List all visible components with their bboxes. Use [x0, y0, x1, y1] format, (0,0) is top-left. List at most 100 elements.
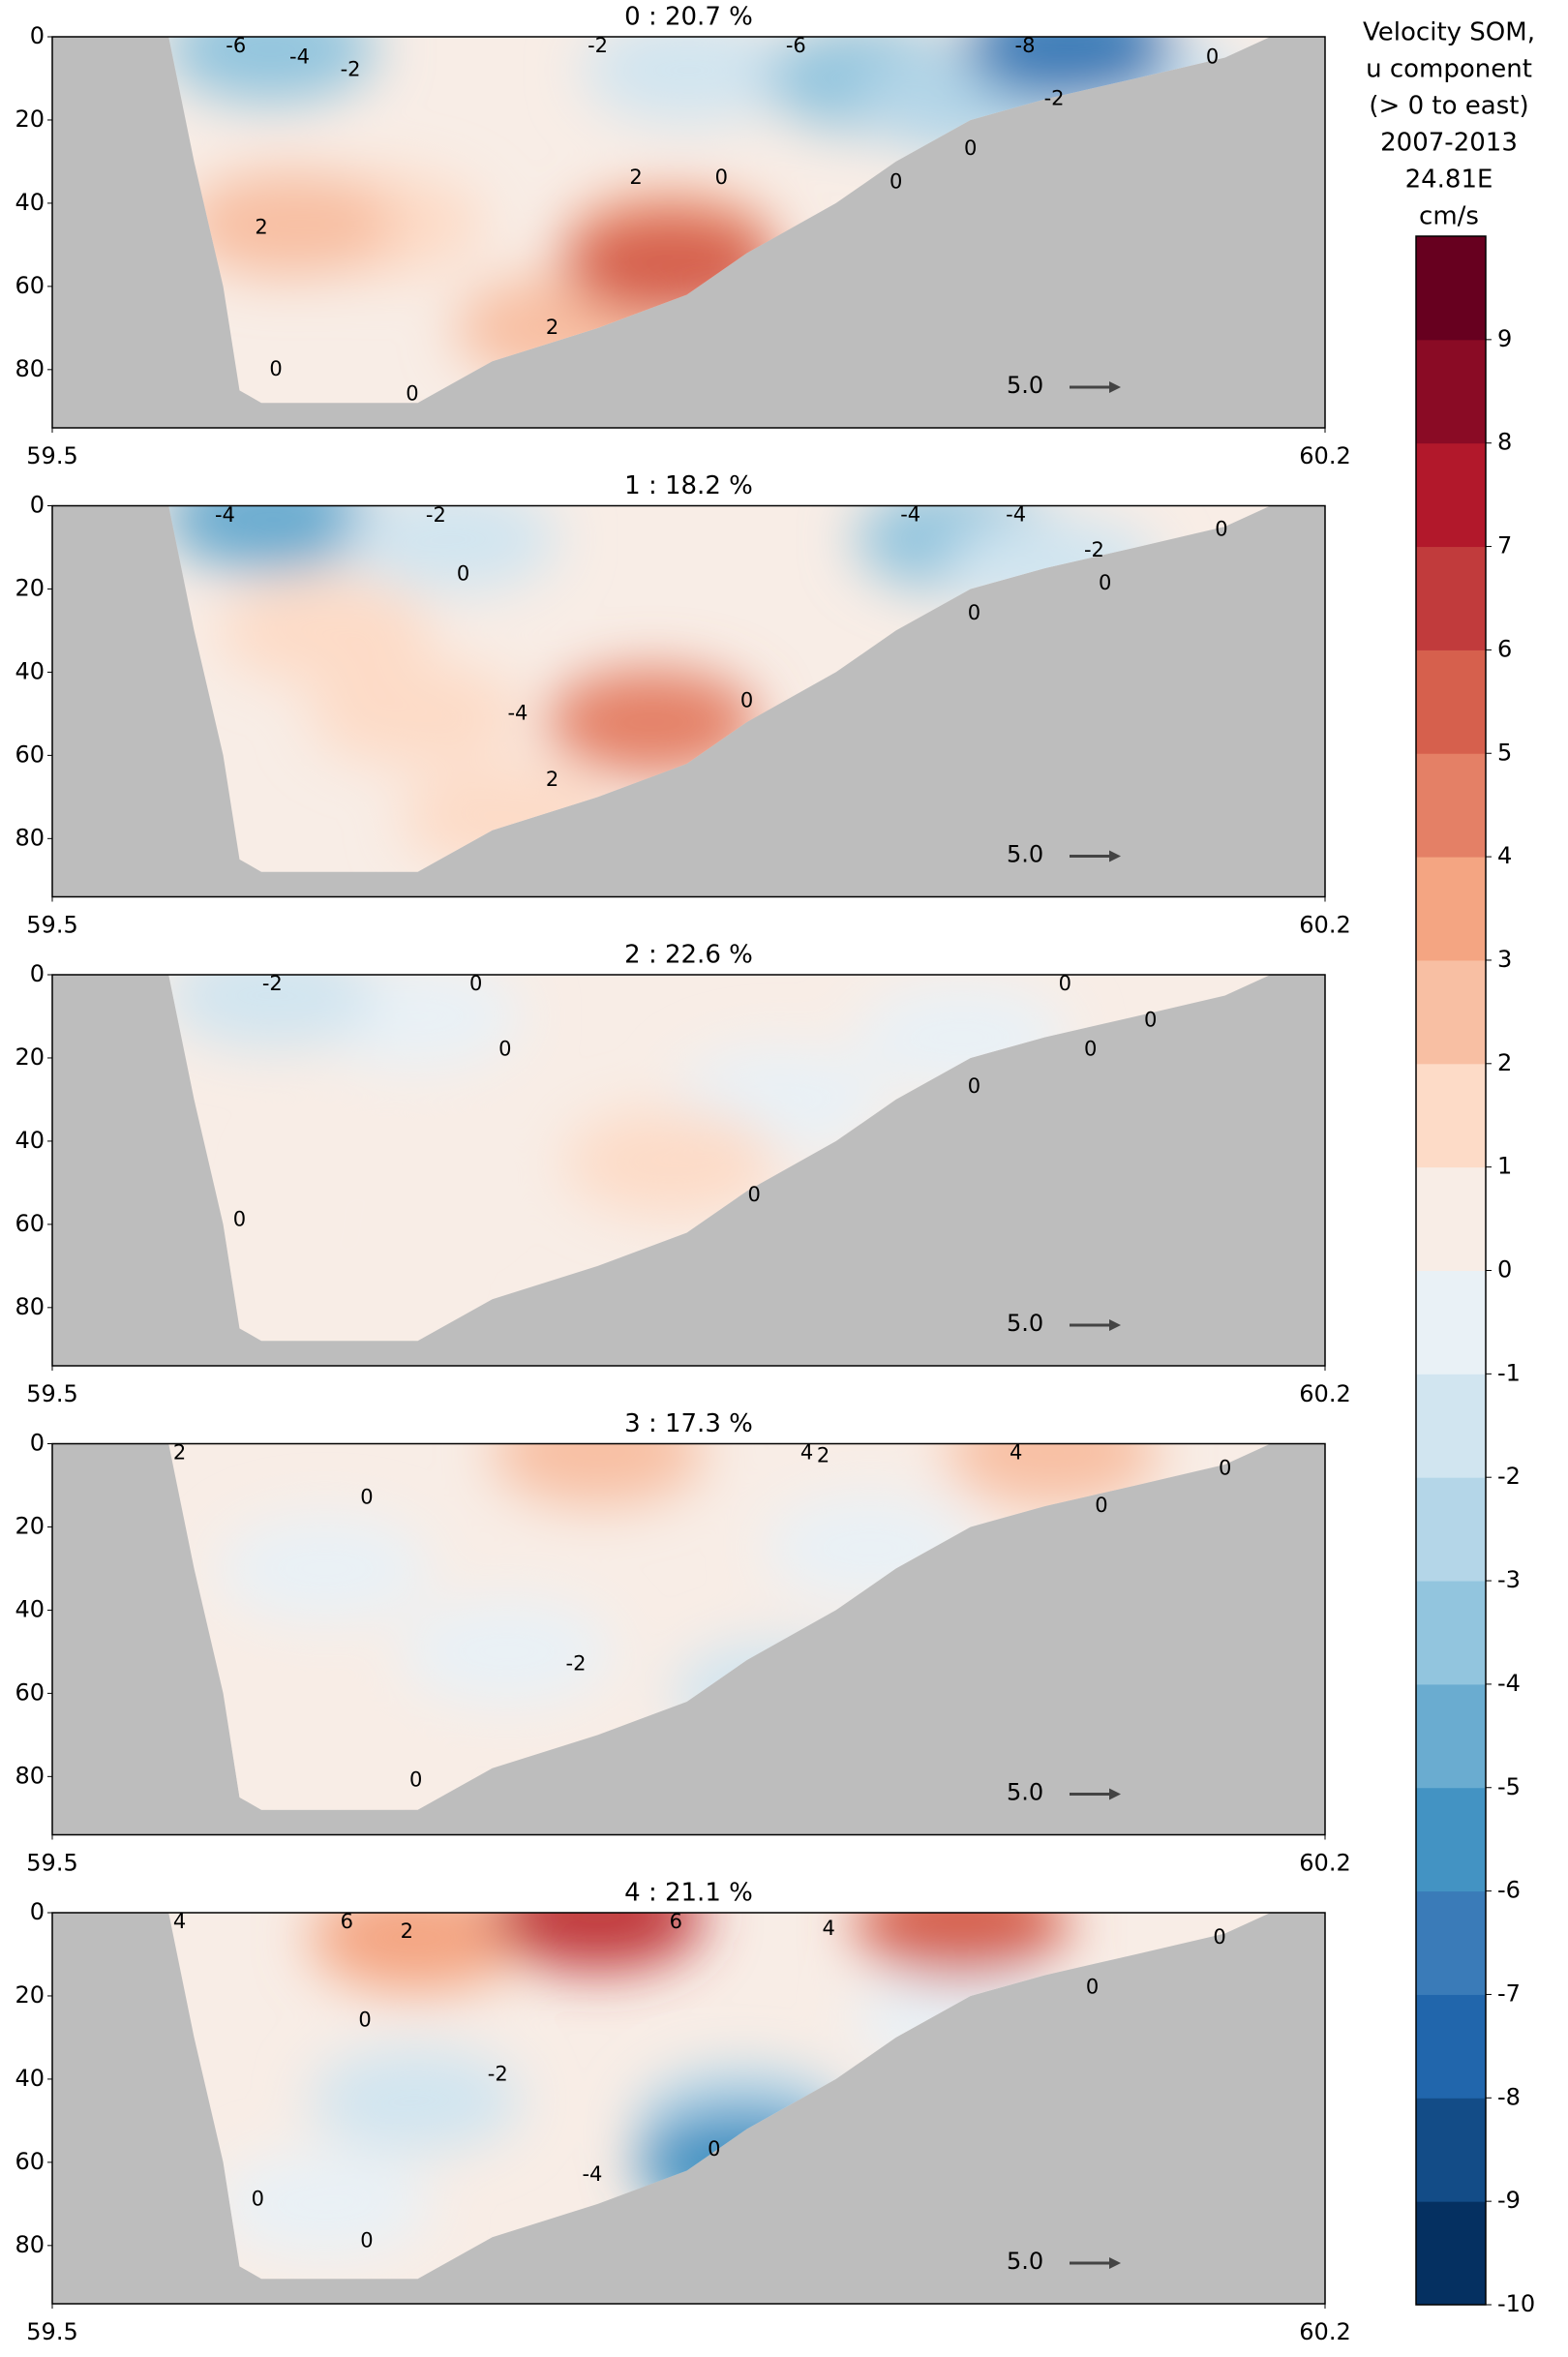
colorbar-tick-label: -8 — [1497, 2083, 1521, 2110]
field-blur — [168, 975, 1069, 1319]
contour-label: 6 — [341, 1910, 353, 1933]
x-tick-label: 60.2 — [1299, 1850, 1350, 1877]
y-tick-label: 0 — [30, 1430, 45, 1457]
contour-label: 0 — [1144, 1008, 1157, 1031]
contour-label: -2 — [1084, 538, 1104, 561]
contour-label: 0 — [890, 169, 902, 193]
contour-label: 0 — [252, 2188, 264, 2211]
contour-label: 0 — [747, 1183, 760, 1206]
x-tick-label: 59.5 — [26, 2318, 77, 2345]
velocity-patch — [168, 975, 377, 1049]
contour-label: 0 — [1213, 1925, 1225, 1949]
contour-label: -4 — [507, 701, 528, 724]
arrow-key-label: 5.0 — [1007, 372, 1043, 399]
contour-label: 0 — [457, 561, 469, 585]
arrow-key-label: 5.0 — [1007, 841, 1043, 868]
colorbar-bin — [1416, 236, 1486, 341]
velocity-patch — [273, 1129, 487, 1236]
colorbar-bin — [1416, 857, 1486, 961]
colorbar-tick-label: 8 — [1497, 429, 1512, 456]
velocity-patch — [309, 1913, 523, 1991]
y-tick-label: 0 — [30, 22, 45, 49]
contour-label: 0 — [469, 972, 482, 995]
colorbar-bin — [1416, 2201, 1486, 2306]
contour-label: 0 — [498, 1037, 511, 1060]
y-tick-label: 20 — [15, 1981, 45, 2009]
contour-label: 0 — [1084, 1037, 1097, 1060]
colorbar-bin — [1416, 1270, 1486, 1375]
contour-label: 0 — [968, 601, 980, 624]
velocity-patch — [346, 505, 559, 592]
arrow-head — [1109, 1788, 1121, 1800]
panel-title: 4 : 21.1 % — [624, 1879, 753, 1908]
colorbar-tick-label: -5 — [1497, 1773, 1521, 1800]
contour-label: 0 — [1095, 1494, 1107, 1517]
y-tick-label: 20 — [15, 1043, 45, 1071]
velocity-patch — [182, 170, 396, 278]
contour-label: -2 — [426, 503, 446, 527]
colorbar-tick-label: -7 — [1497, 1979, 1521, 2007]
contour-label: -4 — [289, 45, 310, 68]
panel-title: 0 : 20.7 % — [624, 3, 753, 32]
panel: -2 0 0 0 0 0 0 0 0 0 20 40 60 80 59.5 60.2 2 : 22.6 % 5.0 — [15, 941, 1350, 1408]
contour-label: -4 — [1006, 503, 1026, 527]
contour-label: 0 — [1219, 1456, 1231, 1479]
colorbar-tick-label: 4 — [1497, 842, 1512, 869]
contour-label: 0 — [269, 357, 282, 380]
contour-label: 0 — [360, 2229, 373, 2252]
contour-label: -2 — [588, 34, 608, 57]
colorbar-title-line: (> 0 to east) — [1369, 92, 1528, 121]
field — [168, 975, 1069, 1319]
colorbar-tick-label: -3 — [1497, 1566, 1521, 1593]
y-tick-label: 0 — [30, 1898, 45, 1925]
contour-label: 2 — [817, 1443, 829, 1466]
contour-label: 0 — [406, 382, 418, 406]
contour-label: 0 — [1206, 45, 1219, 68]
colorbar-bin — [1416, 1166, 1486, 1271]
velocity-patch — [309, 660, 523, 768]
frame — [51, 1912, 1326, 2305]
contour-label: 4 — [173, 1910, 186, 1933]
y-tick-label: 60 — [15, 2148, 45, 2175]
velocity-patch — [563, 1108, 777, 1216]
contour-label: 0 — [708, 2137, 720, 2161]
x-tick-label: 60.2 — [1299, 912, 1350, 939]
contour-label: 0 — [968, 1074, 980, 1098]
y-tick-label: 80 — [15, 1762, 45, 1789]
contour-label: 2 — [629, 166, 642, 189]
contour-label: 2 — [546, 768, 558, 791]
colorbar-tick-label: 5 — [1497, 739, 1512, 766]
contour-label: 6 — [670, 1910, 682, 1933]
colorbar-bin — [1416, 2098, 1486, 2202]
y-tick-label: 80 — [15, 2231, 45, 2258]
colorbar-bin — [1416, 546, 1486, 650]
colorbar-tick-label: -4 — [1497, 1670, 1521, 1697]
arrow-head — [1109, 1319, 1121, 1331]
x-tick-label: 59.5 — [26, 1380, 77, 1407]
colorbar-bin — [1416, 442, 1486, 548]
contour-label: 2 — [173, 1441, 186, 1465]
velocity-patch — [582, 37, 796, 124]
arrow-key-label: 5.0 — [1007, 1779, 1043, 1806]
y-tick-label: 40 — [15, 657, 45, 684]
y-tick-label: 40 — [15, 189, 45, 216]
y-tick-label: 20 — [15, 1512, 45, 1539]
colorbar-bin — [1416, 1374, 1486, 1478]
colorbar-bin — [1416, 1994, 1486, 2099]
panel-title: 2 : 22.6 % — [624, 941, 753, 970]
colorbar-bin — [1416, 1477, 1486, 1582]
colorbar-tick-label: 2 — [1497, 1049, 1512, 1076]
y-tick-label: 0 — [30, 492, 45, 519]
velocity-patch — [200, 1723, 413, 1810]
velocity-patch — [168, 37, 377, 103]
colorbar-tick-label: 0 — [1497, 1256, 1512, 1284]
contour-label: 0 — [358, 2009, 371, 2032]
colorbar-title-line: cm/s — [1419, 202, 1479, 231]
velocity-patch — [545, 668, 759, 775]
colorbar-title-line: 24.81E — [1405, 166, 1493, 195]
contour-label: 0 — [1099, 571, 1111, 594]
velocity-patch — [491, 1913, 705, 1971]
colorbar-tick-label: -9 — [1497, 2187, 1521, 2214]
